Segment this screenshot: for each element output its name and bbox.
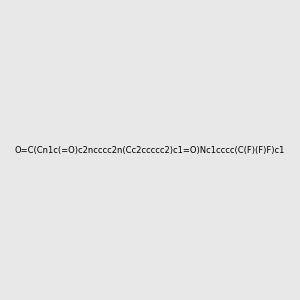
Text: O=C(Cn1c(=O)c2ncccc2n(Cc2ccccc2)c1=O)Nc1cccc(C(F)(F)F)c1: O=C(Cn1c(=O)c2ncccc2n(Cc2ccccc2)c1=O)Nc1… xyxy=(15,146,285,154)
